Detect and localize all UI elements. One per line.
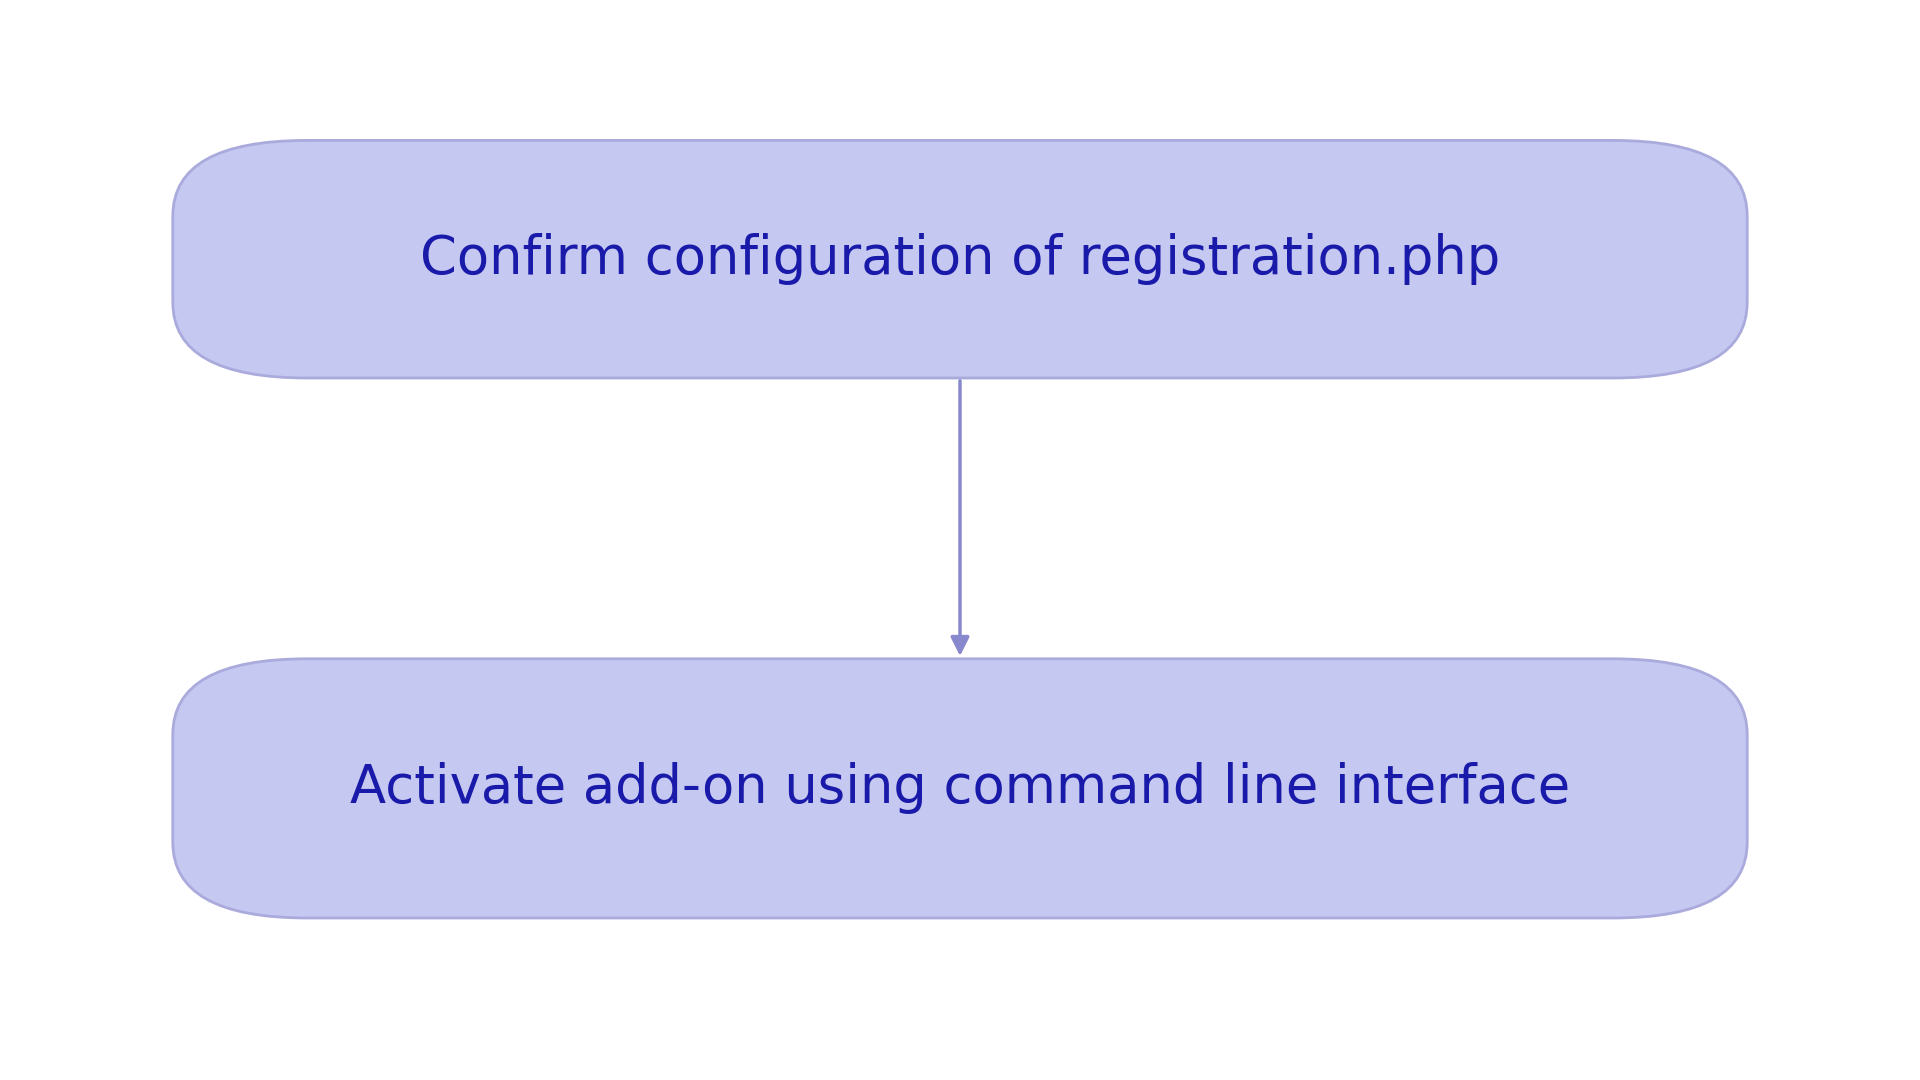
- Text: Activate add-on using command line interface: Activate add-on using command line inter…: [349, 762, 1571, 814]
- Text: Confirm configuration of registration.php: Confirm configuration of registration.ph…: [420, 233, 1500, 285]
- FancyBboxPatch shape: [173, 659, 1747, 918]
- FancyBboxPatch shape: [173, 140, 1747, 378]
